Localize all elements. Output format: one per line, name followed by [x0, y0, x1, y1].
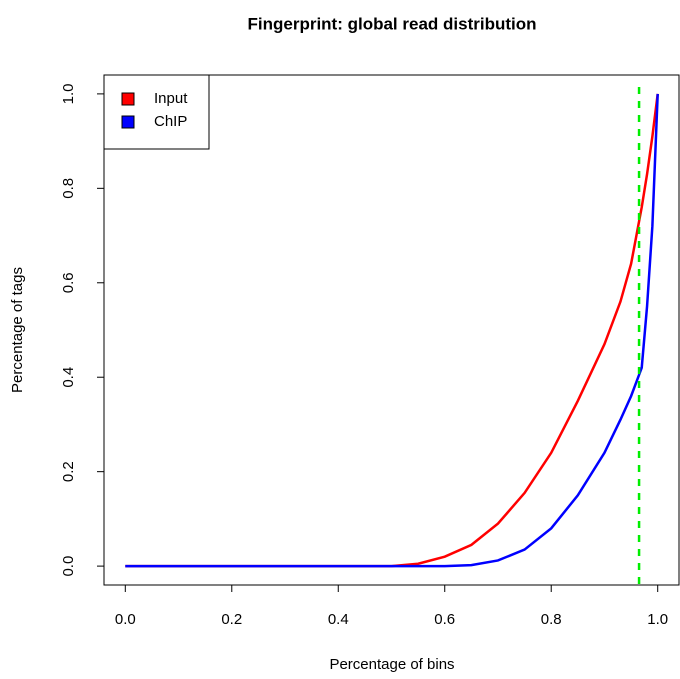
x-axis-label: Percentage of bins: [329, 656, 454, 673]
x-tick-label: 0.8: [541, 611, 562, 628]
series-line: [125, 93, 659, 568]
y-tick-label: 0.6: [60, 272, 77, 293]
y-tick-label: 1.0: [60, 83, 77, 104]
legend-label: Input: [154, 90, 188, 107]
x-tick-label: 0.0: [115, 611, 136, 628]
x-tick-label: 0.6: [434, 611, 455, 628]
legend-box: [103, 74, 210, 150]
x-tick-label: 1.0: [647, 611, 668, 628]
x-tick-label: 0.2: [221, 611, 242, 628]
y-tick-label: 0.2: [60, 461, 77, 482]
y-axis-label: Percentage of tags: [9, 267, 26, 393]
x-tick-label: 0.4: [328, 611, 349, 628]
y-tick-label: 0.4: [60, 367, 77, 388]
plot-frame: [103, 74, 680, 586]
legend-swatch: [121, 115, 135, 129]
series-line: [125, 93, 659, 568]
y-tick-label: 0.0: [60, 556, 77, 577]
legend-swatch: [121, 92, 135, 106]
chart-title: Fingerprint: global read distribution: [248, 14, 537, 33]
y-tick-label: 0.8: [60, 178, 77, 199]
legend-label: ChIP: [154, 113, 187, 130]
